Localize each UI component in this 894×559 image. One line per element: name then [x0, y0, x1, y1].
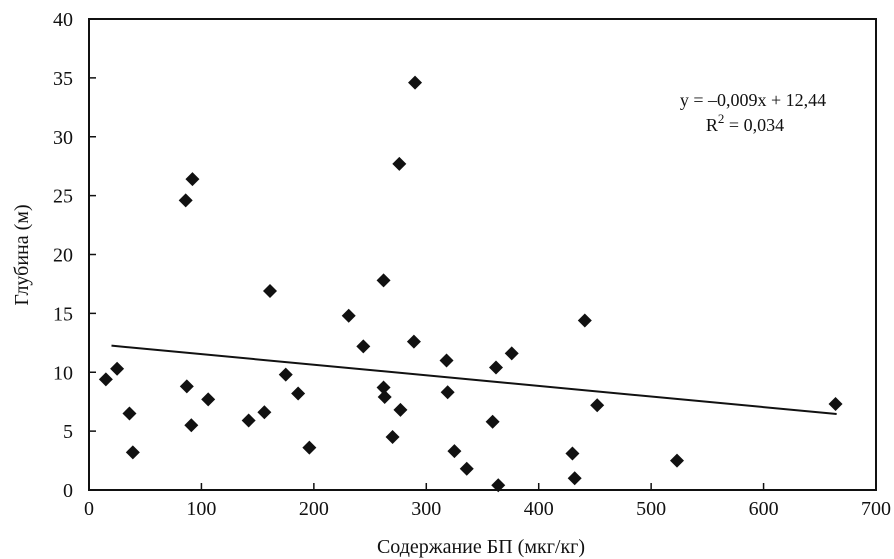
r-squared-symbol: R: [706, 115, 718, 135]
data-point: [488, 360, 503, 375]
x-tick-label: 700: [861, 498, 891, 520]
data-point: [179, 379, 194, 394]
y-tick-label: 25: [53, 186, 73, 208]
data-point: [185, 172, 200, 187]
data-point: [356, 339, 371, 354]
data-point: [440, 385, 455, 400]
data-point: [341, 308, 356, 323]
y-tick-label: 15: [53, 303, 73, 325]
y-tick-label: 40: [53, 9, 73, 31]
data-point: [392, 156, 407, 171]
r-squared-value: = 0,034: [724, 115, 784, 135]
data-point: [263, 284, 278, 299]
plot-marks: [88, 18, 877, 493]
x-axis-label: Содержание БП (мкг/кг): [377, 536, 585, 558]
data-point: [459, 461, 474, 476]
x-tick-label: 100: [186, 498, 216, 520]
r-squared-exponent: 2: [718, 111, 725, 126]
data-point: [377, 389, 392, 404]
x-tick-label: 300: [411, 498, 441, 520]
data-point: [178, 193, 193, 208]
x-tick-label: 0: [84, 498, 94, 520]
data-point: [491, 478, 506, 493]
y-tick-label: 5: [63, 421, 73, 443]
data-point: [110, 361, 125, 376]
data-point: [590, 398, 605, 413]
y-tick-label: 0: [63, 480, 73, 502]
data-point: [485, 414, 500, 429]
r-squared-label: R2 = 0,034: [706, 111, 784, 135]
data-point: [577, 313, 592, 328]
data-point: [567, 471, 582, 486]
data-point: [565, 446, 580, 461]
y-axis-label: Глубина (м): [11, 204, 33, 305]
data-point: [393, 402, 408, 417]
y-tick-label: 10: [53, 362, 73, 384]
data-point: [201, 392, 216, 407]
data-point: [302, 440, 317, 455]
y-tick-label: 20: [53, 245, 73, 267]
data-point: [670, 453, 685, 468]
data-point: [98, 372, 113, 387]
data-point: [406, 334, 421, 349]
data-point: [408, 75, 423, 90]
trendline-equation: y = –0,009x + 12,44: [680, 90, 826, 110]
x-tick-label: 500: [636, 498, 666, 520]
x-tick-label: 400: [524, 498, 554, 520]
axis-ticks: 0 100 200 300 400 500 600 700 0 5 10 15 20 25 30 35 40: [53, 9, 891, 520]
data-point: [184, 418, 199, 433]
data-point: [385, 430, 400, 445]
data-point: [376, 273, 391, 288]
data-point: [241, 413, 256, 428]
data-point: [125, 445, 140, 460]
x-tick-label: 200: [299, 498, 329, 520]
y-tick-label: 30: [53, 127, 73, 149]
data-point: [376, 380, 391, 395]
data-point: [447, 444, 462, 459]
data-point: [291, 386, 306, 401]
x-tick-label: 600: [749, 498, 779, 520]
data-point: [122, 406, 137, 421]
data-point: [828, 397, 843, 412]
y-tick-label: 35: [53, 68, 73, 90]
data-point: [278, 367, 293, 382]
data-point: [504, 346, 519, 361]
data-point: [439, 353, 454, 368]
trendline: [111, 344, 837, 415]
data-point: [257, 405, 272, 420]
